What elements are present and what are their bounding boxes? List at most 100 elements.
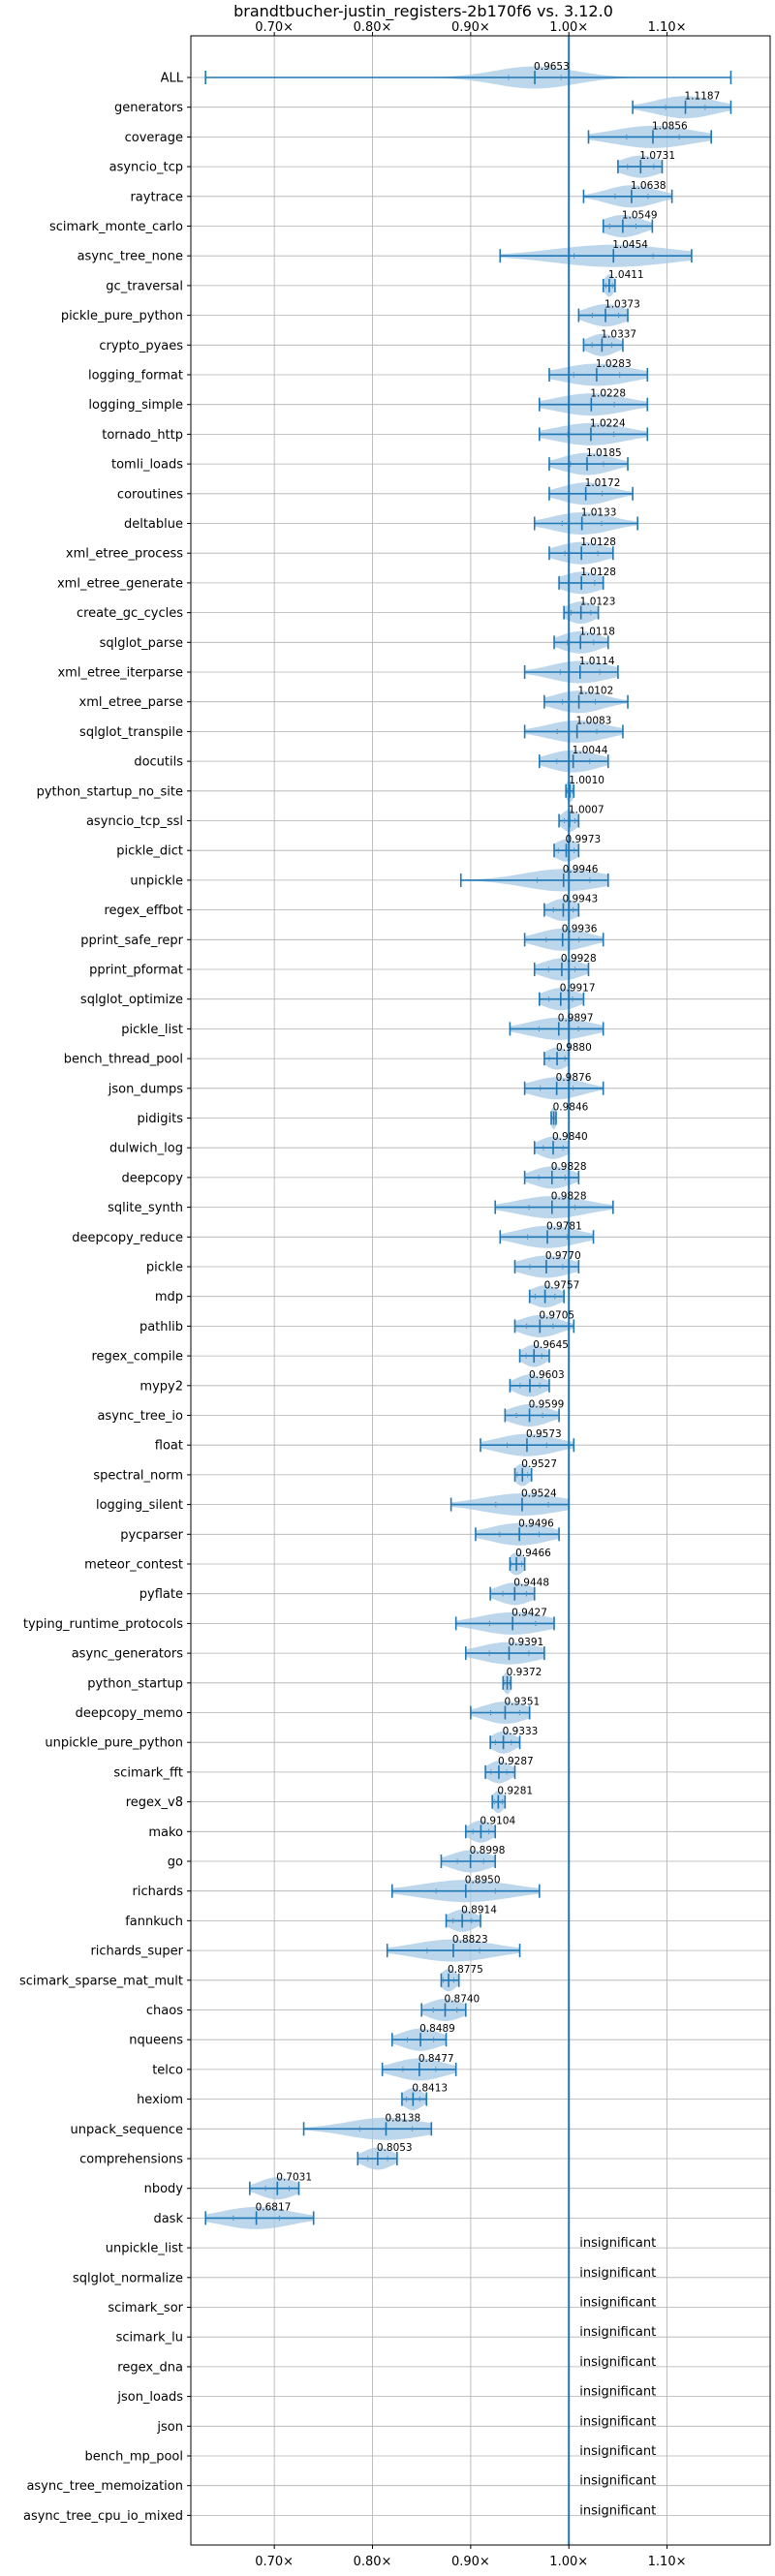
benchmark-label: generators (114, 101, 183, 115)
value-label-scimark_fft: 0.9287 (498, 1756, 534, 1767)
x-tick-label-bottom: 0.90× (451, 2555, 490, 2569)
benchmark-label: python_startup (87, 1676, 183, 1691)
value-label-async_tree_io: 0.9599 (529, 1399, 565, 1411)
benchmark-label: unpickle_list (106, 2242, 183, 2256)
value-label-deepcopy_memo: 0.9351 (504, 1697, 540, 1708)
benchmark-label: pickle_list (121, 1023, 183, 1037)
value-label-asyncio_tcp: 1.0731 (639, 150, 675, 162)
value-label-logging_simple: 1.0228 (590, 388, 626, 400)
benchmark-label: raytrace (130, 190, 183, 204)
benchmark-label: unpickle_pure_python (45, 1736, 183, 1751)
benchmark-label: json_dumps (108, 1082, 183, 1096)
value-label-unpickle: 0.9946 (563, 864, 599, 875)
value-label-mako: 0.9104 (480, 1815, 515, 1826)
benchmark-label: pprint_pformat (89, 964, 183, 978)
value-label-logging_format: 1.0283 (596, 358, 632, 370)
value-label-mypy2: 0.9603 (529, 1369, 565, 1381)
benchmark-label: scimark_monte_carlo (49, 220, 183, 234)
value-label-nbody: 0.7031 (276, 2172, 312, 2184)
value-label-regex_compile: 0.9645 (533, 1339, 569, 1351)
grid-lines (191, 32, 770, 2549)
value-label-tomli_loads: 1.0185 (586, 447, 622, 459)
value-label-ALL: 0.9653 (534, 61, 570, 73)
value-label-bench_thread_pool: 0.9880 (556, 1042, 592, 1054)
benchmark-label: go (168, 1855, 183, 1870)
benchmark-label: xml_etree_generate (57, 576, 183, 591)
plot-frame (190, 35, 771, 2546)
benchmark-label: meteor_contest (84, 1558, 183, 1573)
value-label-hexiom: 0.8413 (412, 2083, 448, 2095)
benchmark-label: logging_silent (96, 1498, 183, 1513)
insignificant-label-async_tree_memoization: insignificant (579, 2474, 656, 2489)
benchmark-label: pidigits (138, 1112, 184, 1126)
benchmark-label: coroutines (117, 487, 183, 502)
benchmark-label: json (156, 2420, 183, 2435)
value-label-meteor_contest: 0.9466 (515, 1548, 551, 1559)
insignificant-label-async_tree_cpu_io_mixed: insignificant (579, 2503, 656, 2518)
x-tick-label-top: 0.70× (255, 20, 294, 35)
benchmark-label: pyflate (140, 1587, 183, 1602)
value-label-pyflate: 0.9448 (513, 1578, 549, 1589)
x-tick-label-top: 0.80× (354, 20, 392, 35)
benchmark-label: scimark_lu (116, 2331, 183, 2346)
benchmark-label: telco (152, 2063, 183, 2077)
benchmark-label: tomli_loads (111, 458, 183, 473)
benchmark-label: regex_effbot (104, 904, 183, 918)
x-tick-label-top: 1.10× (648, 20, 687, 35)
benchmark-label: sqlglot_normalize (73, 2271, 183, 2285)
value-label-nqueens: 0.8489 (419, 2023, 455, 2035)
benchmark-label: logging_simple (88, 398, 183, 413)
benchmark-label: richards (133, 1885, 184, 1899)
value-label-create_gc_cycles: 1.0123 (580, 597, 616, 608)
benchmark-label: async_tree_none (78, 250, 183, 264)
benchmark-label: json_loads (116, 2390, 183, 2405)
benchmark-label: mdp (155, 1290, 183, 1304)
benchmark-label: scimark_fft (113, 1765, 183, 1780)
value-label-pathlib: 0.9705 (539, 1309, 574, 1321)
value-label-pprint_safe_repr: 0.9936 (562, 923, 598, 935)
benchmark-label: xml_etree_process (66, 547, 183, 562)
value-label-sqlite_synth: 0.9828 (551, 1191, 587, 1203)
benchmark-label: deepcopy_memo (76, 1706, 183, 1721)
benchmark-label: sqlglot_transpile (79, 725, 183, 740)
value-label-pidigits: 0.9846 (553, 1102, 589, 1114)
value-label-tornado_http: 1.0224 (590, 417, 626, 429)
benchmark-label: async_generators (72, 1647, 184, 1662)
value-label-crypto_pyaes: 1.0337 (601, 328, 636, 340)
benchmark-label: pycparser (120, 1528, 183, 1543)
value-label-comprehensions: 0.8053 (377, 2142, 413, 2154)
benchmark-label: regex_dna (117, 2360, 183, 2375)
value-label-chaos: 0.8740 (445, 1994, 480, 2006)
value-label-richards_super: 0.8823 (452, 1934, 488, 1946)
value-label-unpack_sequence: 0.8138 (385, 2112, 420, 2124)
benchmark-label: chaos (146, 2004, 183, 2018)
value-label-pprint_pformat: 0.9928 (561, 953, 597, 965)
benchmark-label: regex_v8 (126, 1795, 183, 1810)
value-label-sqlglot_optimize: 0.9917 (560, 983, 596, 995)
x-tick-label-bottom: 1.10× (648, 2555, 687, 2569)
benchmark-label: async_tree_io (97, 1409, 183, 1424)
value-label-deltablue: 1.0133 (581, 507, 617, 519)
insignificant-label-sqlglot_normalize: insignificant (579, 2266, 656, 2281)
value-label-raytrace: 1.0638 (631, 180, 666, 192)
benchmark-label: asyncio_tcp_ssl (86, 814, 183, 829)
value-label-sqlglot_parse: 1.0118 (579, 626, 615, 637)
x-tick-label-top: 0.90× (451, 20, 490, 35)
benchmark-label: mako (148, 1825, 183, 1840)
benchmark-label: fannkuch (125, 1915, 183, 1929)
value-label-fannkuch: 0.8914 (461, 1904, 497, 1916)
benchmark-label: hexiom (137, 2093, 183, 2107)
value-label-go: 0.8998 (470, 1845, 506, 1856)
value-label-generators: 1.1187 (685, 91, 721, 103)
value-label-scimark_monte_carlo: 1.0549 (622, 210, 658, 222)
value-label-typing_runtime_protocols: 0.9427 (512, 1607, 547, 1618)
value-label-xml_etree_generate: 1.0128 (580, 567, 616, 578)
value-label-mdp: 0.9757 (544, 1280, 580, 1292)
value-label-dask: 0.6817 (256, 2201, 292, 2213)
benchmark-label: crypto_pyaes (99, 339, 183, 353)
benchmark-label: python_startup_no_site (37, 784, 183, 799)
value-label-scimark_sparse_mat_mult: 0.8775 (448, 1964, 483, 1976)
benchmark-label: dulwich_log (109, 1142, 183, 1156)
x-tick-label-bottom: 0.70× (255, 2555, 294, 2569)
